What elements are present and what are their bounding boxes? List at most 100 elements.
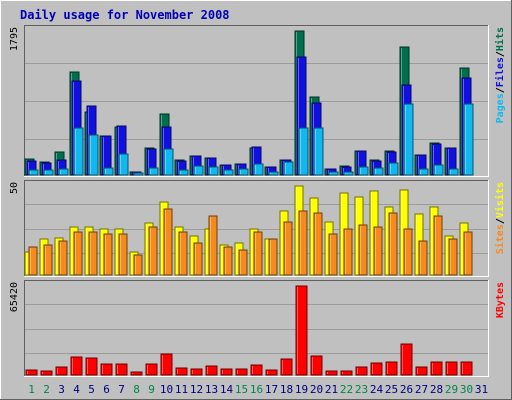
- bar-kbytes-day-16: [250, 364, 263, 376]
- x-tick-label-day-20: 20: [310, 383, 323, 396]
- x-tick-label-day-19: 19: [295, 383, 308, 396]
- bar-sites-day-22: [343, 228, 353, 276]
- bar-pages-day-29: [448, 168, 459, 176]
- panel-kbytes-legend: KBytes: [495, 282, 506, 318]
- bar-pages-day-25: [388, 162, 399, 176]
- bar-pages-day-27: [418, 168, 429, 176]
- bar-pages-day-13: [208, 166, 219, 176]
- bar-kbytes-day-20: [310, 355, 323, 376]
- x-tick-label-day-8: 8: [133, 383, 140, 396]
- bar-pages-day-24: [373, 167, 384, 176]
- bar-sites-day-7: [118, 233, 128, 276]
- bar-kbytes-day-15: [235, 368, 248, 376]
- legend-entry: /: [495, 51, 506, 57]
- bar-kbytes-day-25: [385, 361, 398, 376]
- bar-pages-day-2: [43, 169, 54, 176]
- bar-pages-day-8: [133, 172, 144, 176]
- bar-pages-day-11: [178, 169, 189, 176]
- bar-kbytes-day-8: [130, 371, 143, 376]
- bar-pages-day-21: [328, 171, 339, 176]
- panel-visits: 50 Sites/Visits: [9, 180, 506, 277]
- bar-sites-day-13: [208, 215, 218, 276]
- x-tick-label-day-30: 30: [460, 383, 473, 396]
- x-tick-label-day-2: 2: [43, 383, 50, 396]
- bar-sites-day-20: [313, 212, 323, 276]
- bar-pages-day-22: [343, 171, 354, 176]
- x-tick-label-day-13: 13: [205, 383, 218, 396]
- bar-pages-day-19: [298, 127, 309, 176]
- x-tick-label-day-22: 22: [340, 383, 353, 396]
- series-sites: [28, 208, 473, 276]
- bar-pages-day-18: [283, 161, 294, 176]
- bar-sites-day-5: [88, 231, 98, 276]
- bar-kbytes-day-22: [340, 370, 353, 376]
- x-tick-label-day-9: 9: [148, 383, 155, 396]
- bar-sites-day-6: [103, 233, 113, 276]
- x-tick-label-day-12: 12: [190, 383, 203, 396]
- x-tick-label-day-15: 15: [235, 383, 248, 396]
- bar-kbytes-day-28: [430, 361, 443, 376]
- bar-kbytes-day-12: [190, 368, 203, 376]
- x-tick-label-day-14: 14: [220, 383, 234, 396]
- panel-hits-max-label: 1795: [9, 27, 20, 51]
- bar-pages-day-10: [163, 148, 174, 176]
- bar-kbytes-day-24: [370, 362, 383, 376]
- bar-sites-day-30: [463, 231, 473, 276]
- bar-sites-day-3: [58, 240, 68, 276]
- bar-pages-day-9: [148, 167, 159, 176]
- x-tick-label-day-16: 16: [250, 383, 263, 396]
- bar-kbytes-day-19: [295, 285, 308, 376]
- legend-entry: Visits: [494, 182, 506, 218]
- bar-sites-day-21: [328, 233, 338, 276]
- chart-title: Daily usage for November 2008: [20, 8, 230, 22]
- bar-pages-day-7: [118, 153, 129, 176]
- x-tick-label-day-31: 31: [475, 383, 488, 396]
- bar-kbytes-day-9: [145, 363, 158, 376]
- bar-pages-day-16: [253, 163, 264, 176]
- x-axis-labels: 1 2 3 4 5 6 7 8 9 10 11 12 13 14 15 16 17 18 19 20 21 22 23 24 2…: [28, 383, 488, 396]
- panel-visits-max-label: 50: [9, 182, 20, 194]
- bar-kbytes-day-6: [100, 363, 113, 376]
- bar-pages-day-28: [433, 164, 444, 176]
- x-tick-label-day-24: 24: [370, 383, 384, 396]
- x-tick-label-day-28: 28: [430, 383, 443, 396]
- bar-pages-day-20: [313, 127, 324, 176]
- bar-pages-day-5: [88, 134, 99, 176]
- bar-pages-day-12: [193, 165, 204, 176]
- bar-sites-day-26: [403, 228, 413, 276]
- bar-kbytes-day-13: [205, 365, 218, 376]
- bar-kbytes-day-2: [40, 370, 53, 376]
- bar-pages-day-4: [73, 127, 84, 176]
- x-tick-label-day-1: 1: [28, 383, 35, 396]
- bar-kbytes-day-7: [115, 363, 128, 376]
- panel-visits-legend: Sites/Visits: [494, 182, 506, 254]
- bar-pages-day-3: [58, 168, 69, 176]
- bar-kbytes-day-21: [325, 370, 338, 376]
- bar-kbytes-day-17: [265, 369, 278, 376]
- bar-sites-day-1: [28, 246, 38, 276]
- bar-pages-day-6: [103, 167, 114, 176]
- bar-sites-day-28: [433, 215, 443, 276]
- bar-kbytes-day-14: [220, 368, 233, 376]
- legend-entry: /: [495, 87, 506, 93]
- bar-sites-day-27: [418, 240, 428, 276]
- bar-kbytes-day-5: [85, 357, 98, 376]
- legend-entry: Pages: [495, 93, 506, 123]
- x-tick-label-day-29: 29: [445, 383, 458, 396]
- bar-kbytes-day-26: [400, 343, 413, 376]
- bar-kbytes-day-4: [70, 356, 83, 376]
- x-tick-label-day-10: 10: [160, 383, 173, 396]
- bar-sites-day-2: [43, 244, 53, 276]
- bar-kbytes-day-29: [445, 361, 458, 376]
- bar-kbytes-day-18: [280, 358, 293, 376]
- bar-sites-day-16: [253, 231, 263, 276]
- legend-entry: Hits: [494, 27, 506, 51]
- bar-pages-day-17: [268, 171, 279, 176]
- x-tick-label-day-5: 5: [88, 383, 95, 396]
- bar-kbytes-day-11: [175, 367, 188, 376]
- bar-sites-day-18: [283, 221, 293, 276]
- bar-sites-day-23: [358, 224, 368, 276]
- legend-entry: /: [495, 218, 506, 224]
